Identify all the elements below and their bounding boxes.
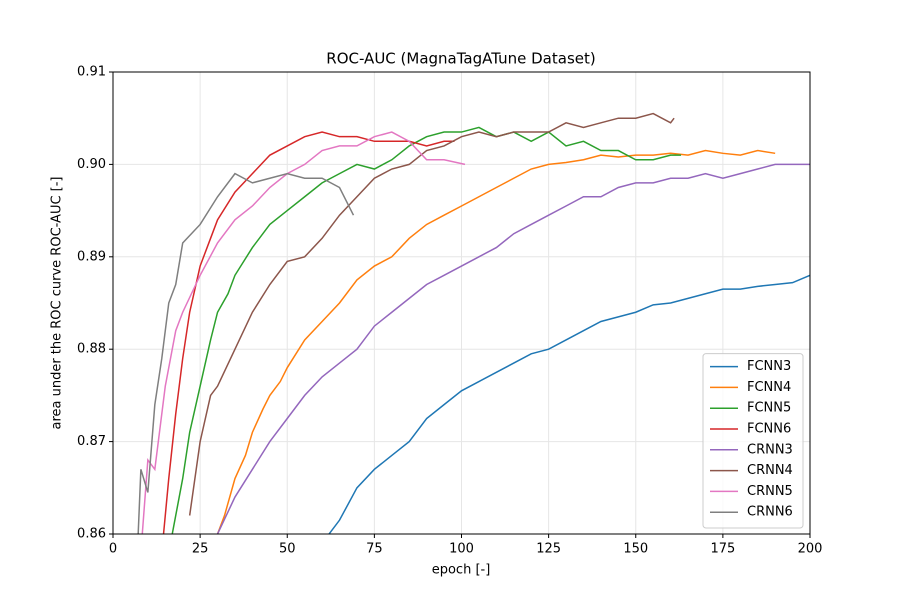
- x-tick-label: 125: [536, 542, 561, 557]
- x-tick-label: 100: [449, 542, 474, 557]
- legend-box: [702, 353, 804, 529]
- x-axis-label: epoch [-]: [432, 563, 491, 578]
- legend: FCNN3 FCNN4 FCNN5 FCNN6 CRNN3 CRNN4 CRNN5 CRNN6: [702, 353, 804, 529]
- x-tick-label: 25: [192, 542, 209, 557]
- x-tick-label: 75: [366, 542, 383, 557]
- series-line: [171, 126, 682, 534]
- x-tick-label: 200: [798, 542, 823, 557]
- x-tick-label: 0: [109, 542, 117, 557]
- y-axis-label: area under the ROC curve ROC-AUC [-]: [50, 176, 65, 429]
- y-tick-label: 0.87: [77, 434, 106, 449]
- x-tick-label: 150: [623, 542, 648, 557]
- series-line: [188, 112, 675, 516]
- x-tick-label: 175: [710, 542, 735, 557]
- legend-label: CRNN3: [747, 442, 793, 457]
- legend-label: FCNN6: [747, 422, 791, 437]
- series-line: [141, 131, 466, 534]
- series-line: [162, 131, 455, 534]
- series-line: [216, 163, 810, 534]
- series-line: [328, 274, 810, 534]
- y-tick-label: 0.91: [77, 65, 106, 80]
- plot-lines: [137, 112, 810, 534]
- legend-label: FCNN3: [747, 359, 791, 374]
- series-line: [216, 149, 776, 534]
- chart-title: ROC-AUC (MagnaTagATune Dataset): [326, 50, 595, 68]
- legend-label: FCNN4: [747, 380, 791, 395]
- legend-label: CRNN5: [747, 484, 793, 499]
- legend-label: CRNN6: [747, 505, 793, 520]
- series-line: [137, 172, 355, 534]
- y-tick-label: 0.86: [77, 527, 106, 542]
- legend-label: CRNN4: [747, 463, 793, 478]
- y-tick-label: 0.88: [77, 342, 106, 357]
- legend-label: FCNN5: [747, 401, 791, 416]
- y-tick-label: 0.90: [77, 157, 106, 172]
- x-tick-label: 50: [279, 542, 296, 557]
- y-tick-label: 0.89: [77, 249, 106, 264]
